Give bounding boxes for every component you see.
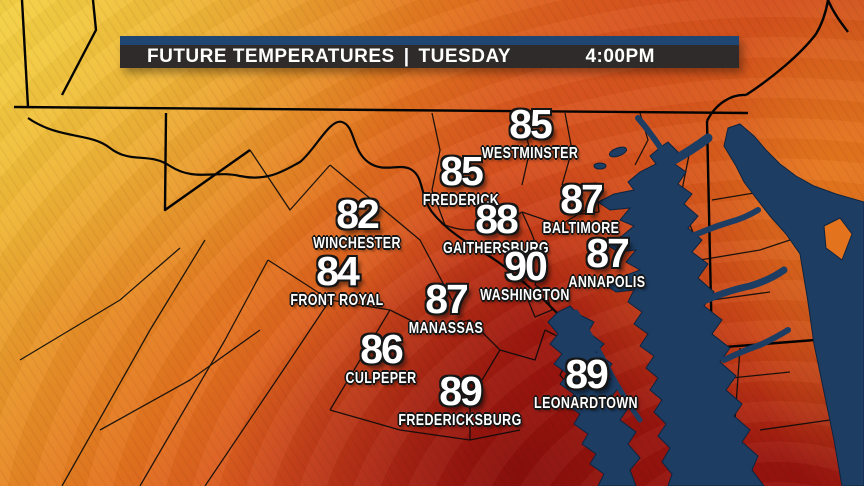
chester-river: [685, 207, 761, 241]
banner-title-group: FUTURE TEMPERATURES | TUESDAY: [147, 45, 511, 68]
elk-river: [669, 133, 713, 165]
reservoir: [593, 162, 607, 170]
banner-day: TUESDAY: [418, 46, 512, 67]
chesapeake-bay: [597, 141, 765, 486]
susquehanna-river: [635, 115, 665, 153]
banner-separator: |: [403, 46, 410, 67]
river-border: [27, 117, 559, 315]
banner-title: FUTURE TEMPERATURES: [147, 46, 395, 67]
water-bodies: [547, 115, 864, 486]
nanticoke-river: [721, 327, 791, 363]
title-banner: FUTURE TEMPERATURES | TUESDAY 4:00PM: [120, 36, 739, 68]
banner-time: 4:00PM: [585, 46, 655, 67]
cape-may-peninsula: [823, 217, 853, 261]
choptank-river: [702, 266, 788, 304]
state-borders: [13, 0, 849, 350]
patuxent-river: [573, 309, 643, 423]
banner-bar: FUTURE TEMPERATURES | TUESDAY 4:00PM: [120, 45, 739, 68]
delaware-bay-atlantic: [723, 123, 864, 486]
banner-accent-stripe: [120, 36, 739, 45]
reservoir: [608, 146, 628, 158]
